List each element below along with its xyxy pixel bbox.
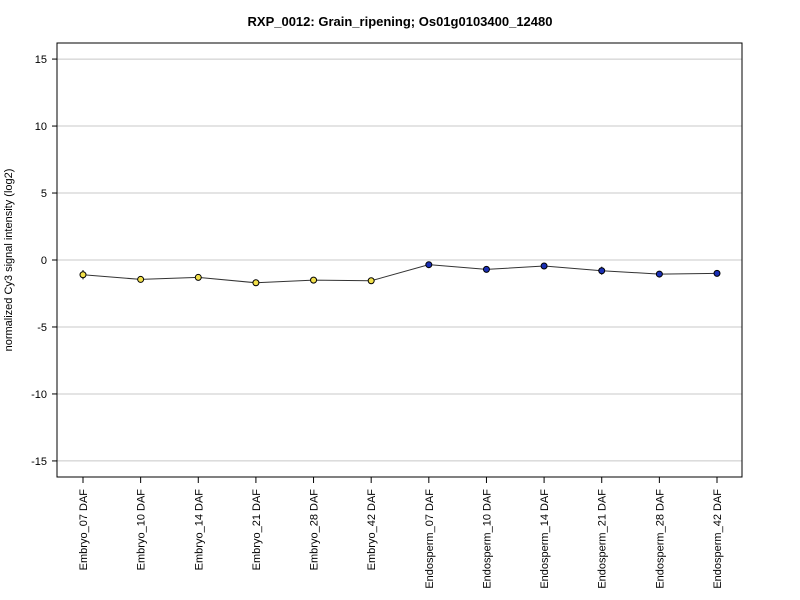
x-tick-label: Endosperm_42 DAF <box>712 489 724 589</box>
grid-lines <box>57 58 742 462</box>
x-tick-label: Embryo_10 DAF <box>136 489 148 571</box>
y-tick-label: 5 <box>41 188 47 200</box>
x-tick-label: Embryo_14 DAF <box>193 489 205 571</box>
x-tick-label: Endosperm_21 DAF <box>597 489 609 589</box>
data-point <box>598 267 606 275</box>
data-point <box>367 277 375 285</box>
data-point <box>655 270 663 278</box>
x-tick-label: Endosperm_14 DAF <box>539 489 551 589</box>
x-axis: Embryo_07 DAF Embryo_10 DAF Embryo_14 DAF E… <box>78 477 724 589</box>
x-tick-label: Endosperm_28 DAF <box>654 489 666 589</box>
y-tick-label: 10 <box>35 121 47 133</box>
data-point <box>713 269 721 277</box>
data-points <box>79 261 721 287</box>
y-tick-label: -10 <box>31 389 47 401</box>
series-line-layer <box>82 264 718 284</box>
y-axis: -15 -10 -5 0 5 10 15 <box>31 54 57 468</box>
data-point <box>137 275 145 283</box>
y-tick-label: 0 <box>41 255 47 267</box>
x-tick-label: Embryo_07 DAF <box>78 489 90 571</box>
x-tick-label: Embryo_42 DAF <box>366 489 378 571</box>
data-point <box>425 261 433 269</box>
chart-title: RXP_0012: Grain_ripening; Os01g0103400_1… <box>247 14 553 29</box>
x-tick-label: Endosperm_10 DAF <box>481 489 493 589</box>
data-point <box>310 276 318 284</box>
y-axis-title: normalized Cy3 signal intensity (log2) <box>3 169 15 352</box>
data-point <box>79 271 87 279</box>
x-tick-label: Endosperm_07 DAF <box>424 489 436 589</box>
y-tick-label: 15 <box>35 54 47 66</box>
data-point <box>252 279 260 287</box>
data-point <box>194 273 202 281</box>
series-line <box>82 264 718 284</box>
x-tick-label: Embryo_28 DAF <box>309 489 321 571</box>
y-tick-label: -15 <box>31 456 47 468</box>
y-tick-label: -5 <box>37 322 47 334</box>
data-point <box>540 262 548 270</box>
x-tick-label: Embryo_21 DAF <box>251 489 263 571</box>
data-point <box>482 265 490 273</box>
